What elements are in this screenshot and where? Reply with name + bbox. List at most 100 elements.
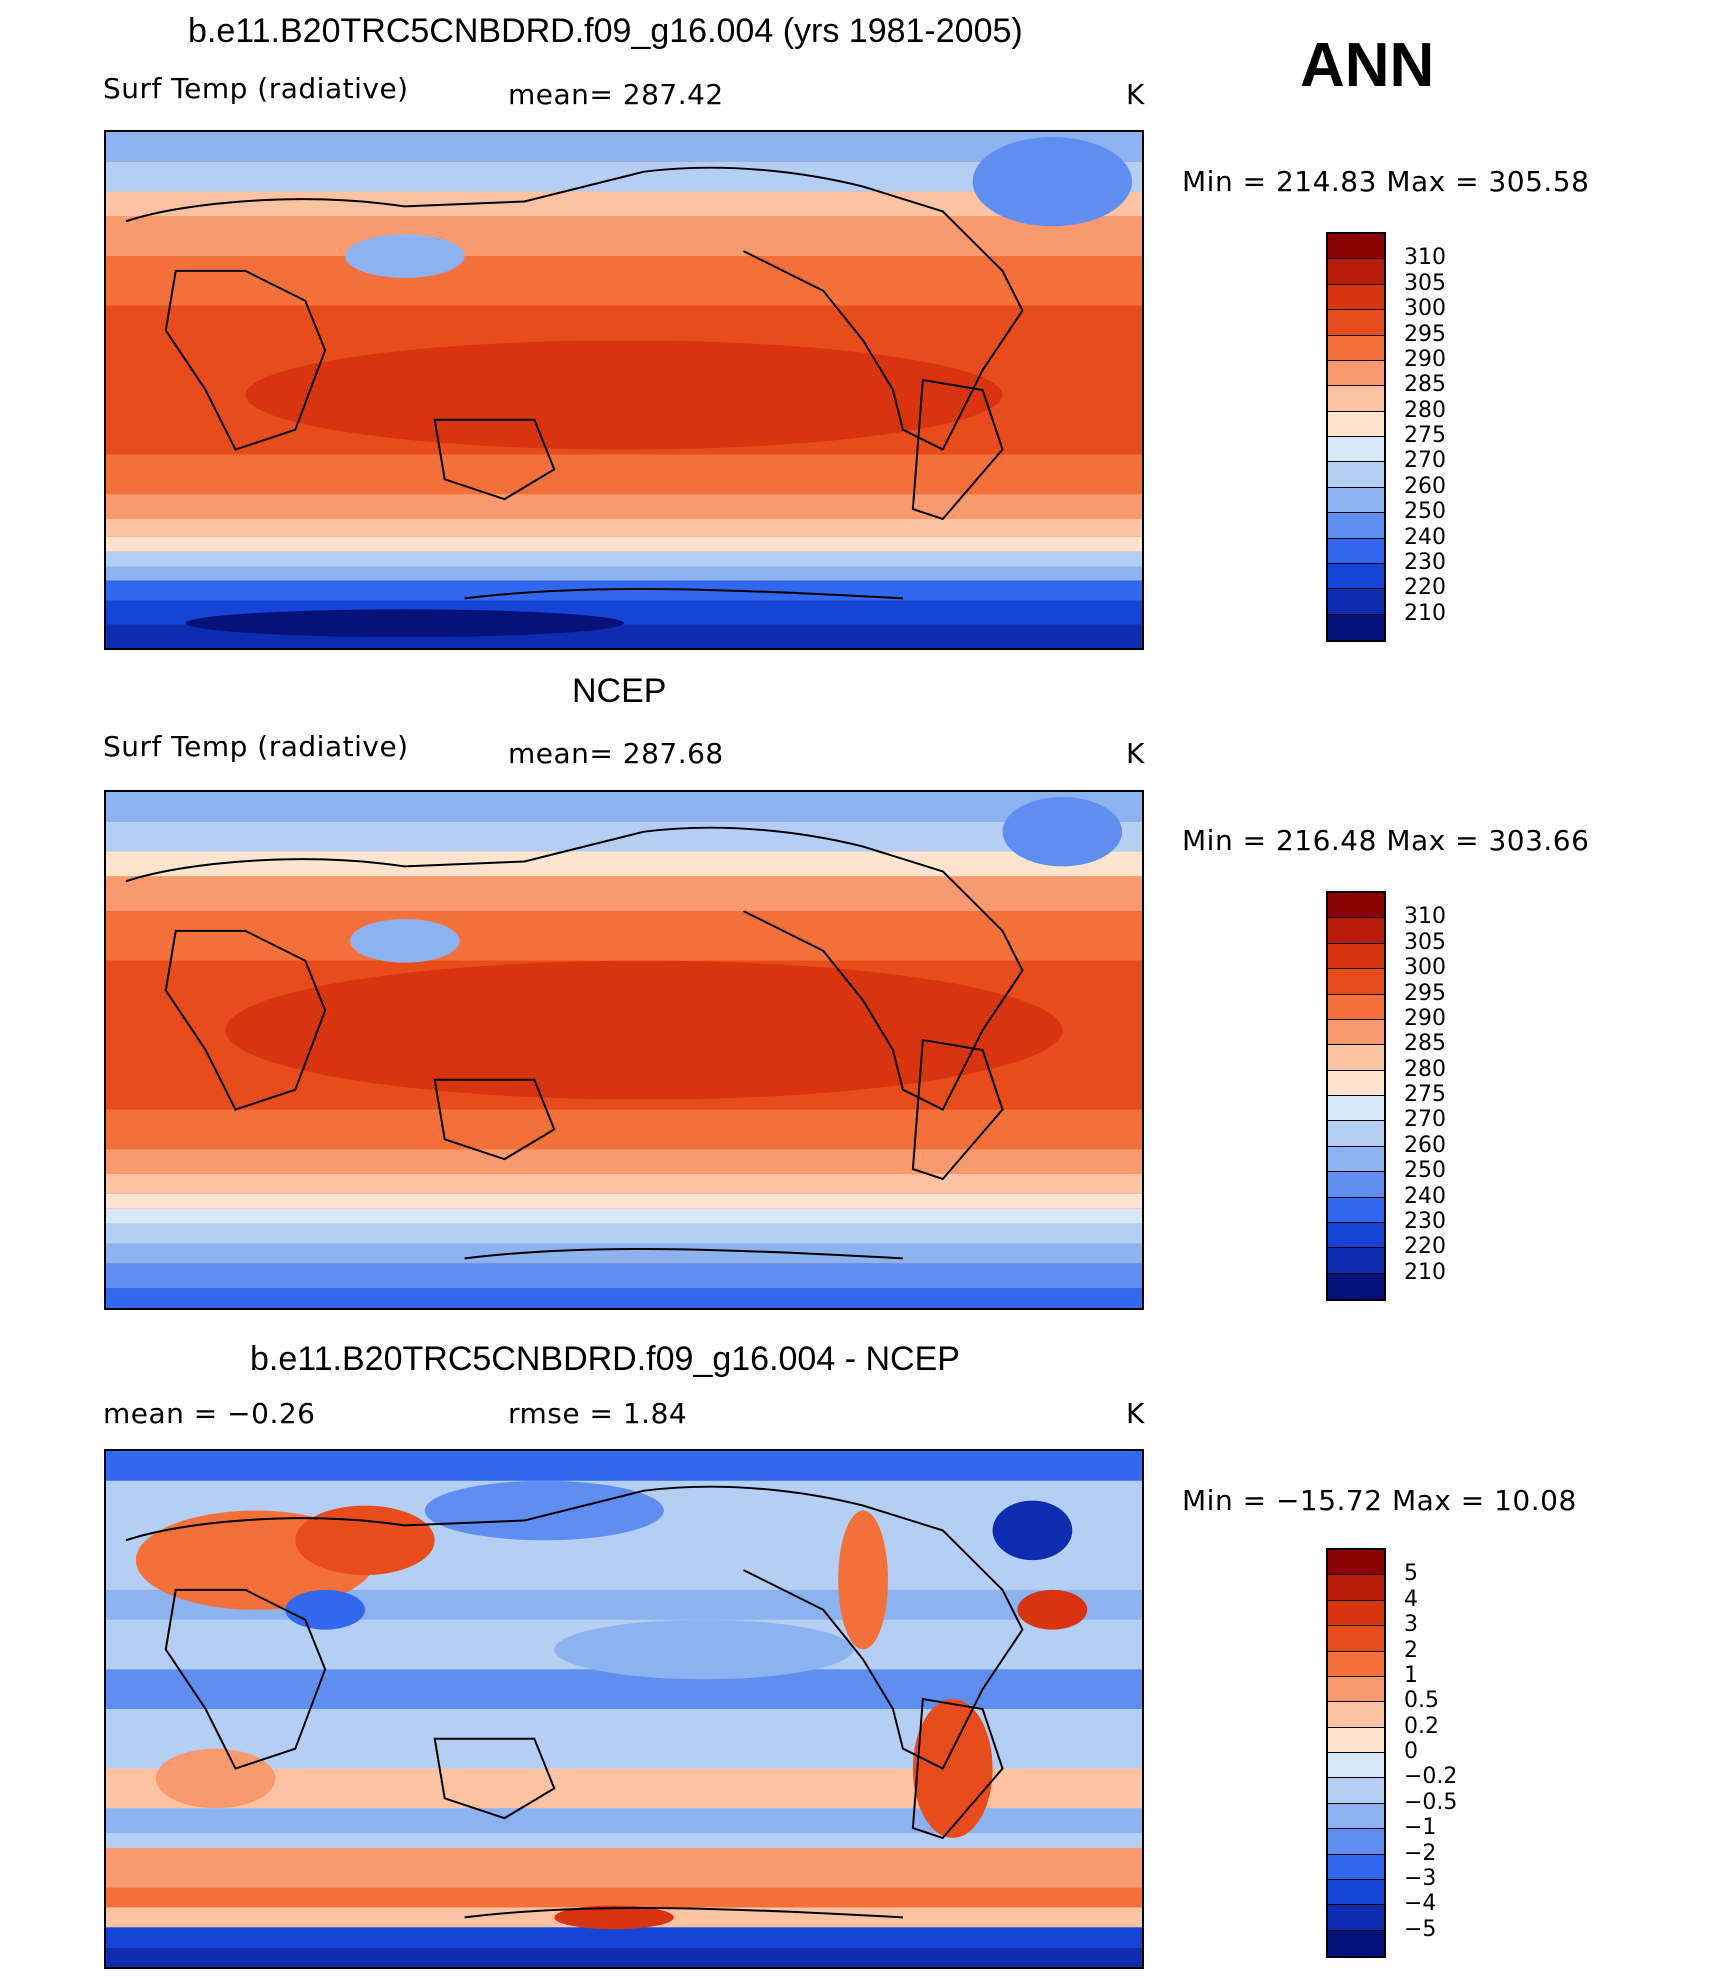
colorbar-swatch — [1328, 360, 1384, 387]
colorbar-swatch — [1328, 1803, 1384, 1830]
colorbar-tick-label: 1 — [1404, 1662, 1418, 1688]
colorbar-tick-label: −4 — [1404, 1891, 1437, 1917]
colorbar-tick-label: 230 — [1404, 1208, 1446, 1234]
colorbar-swatch — [1328, 538, 1384, 564]
colorbar-tick-label: 260 — [1404, 473, 1446, 499]
panel-1-map — [104, 130, 1144, 650]
colorbar-swatch — [1328, 1070, 1384, 1096]
colorbar-swatch — [1328, 969, 1384, 995]
colorbar-swatch — [1328, 1651, 1384, 1677]
colorbar-tick-label: 285 — [1404, 372, 1446, 398]
panel-1-variable-label: Surf Temp (radiative) — [103, 72, 409, 105]
colorbar-tick-label: −2 — [1404, 1840, 1437, 1866]
colorbar-swatch — [1328, 1045, 1384, 1071]
colorbar-swatch — [1328, 1273, 1384, 1299]
panel-2-title: NCEP — [572, 672, 667, 710]
panel-3-rmse-label: rmse = 1.84 — [508, 1397, 688, 1430]
colorbar-swatch — [1328, 1778, 1384, 1804]
colorbar-swatch — [1328, 1197, 1384, 1223]
colorbar-swatch — [1328, 1626, 1384, 1652]
colorbar-tick-label: 300 — [1404, 296, 1446, 322]
colorbar-tick-label: 270 — [1404, 448, 1446, 474]
colorbar-swatch — [1328, 284, 1384, 311]
panel-3-minmax: Min = −15.72 Max = 10.08 — [1182, 1484, 1577, 1517]
colorbar-swatch — [1328, 1121, 1384, 1147]
colorbar-tick-label: 230 — [1404, 549, 1446, 575]
colorbar-swatch — [1328, 411, 1384, 437]
colorbar-swatch — [1328, 513, 1384, 539]
colorbar-swatch — [1328, 335, 1384, 361]
colorbar-tick-label: 275 — [1404, 423, 1446, 448]
colorbar-tick-label: −1 — [1404, 1815, 1437, 1841]
colorbar-swatch — [1328, 310, 1384, 336]
panel-2-map — [104, 790, 1144, 1310]
colorbar-tick-label: 240 — [1404, 1183, 1446, 1209]
colorbar-swatch — [1328, 994, 1384, 1020]
colorbar-swatch — [1328, 893, 1384, 919]
colorbar-tick-label: 290 — [1404, 1005, 1446, 1031]
colorbar-swatch — [1328, 1829, 1384, 1855]
colorbar-tick-label: 0 — [1404, 1739, 1418, 1764]
panel-2-unit-label: K — [1126, 737, 1145, 770]
colorbar-swatch — [1328, 1727, 1384, 1753]
colorbar-swatch — [1328, 1600, 1384, 1627]
colorbar-tick-label: 305 — [1404, 270, 1446, 296]
colorbar-tick-label: 295 — [1404, 980, 1446, 1006]
panel-3-mean-label: mean = −0.26 — [103, 1397, 316, 1430]
colorbar-tick-label: 295 — [1404, 321, 1446, 347]
colorbar-tick-label: 250 — [1404, 1158, 1446, 1184]
colorbar-swatch — [1328, 487, 1384, 514]
panel-1-minmax: Min = 214.83 Max = 305.58 — [1182, 165, 1590, 198]
colorbar-tick-label: 210 — [1404, 600, 1446, 626]
colorbar-tick-label: −0.5 — [1404, 1789, 1458, 1815]
colorbar-tick-label: 290 — [1404, 346, 1446, 372]
panel-3-unit-label: K — [1126, 1397, 1145, 1430]
colorbar-tick-label: 0.5 — [1404, 1688, 1439, 1714]
colorbar-swatch — [1328, 259, 1384, 285]
colorbar-swatch — [1328, 1905, 1384, 1931]
colorbar-swatch — [1328, 1702, 1384, 1728]
panel-3-contour-field — [106, 1451, 1142, 1967]
colorbar-swatch — [1328, 1930, 1384, 1956]
colorbar-tick-label: 270 — [1404, 1107, 1446, 1133]
colorbar-tick-label: 250 — [1404, 499, 1446, 525]
colorbar-swatch — [1328, 589, 1384, 615]
colorbar-tick-label: 280 — [1404, 397, 1446, 423]
colorbar-swatch — [1328, 1676, 1384, 1703]
panel-2-contour-field — [106, 792, 1142, 1308]
panel-3-colorbar — [1326, 1548, 1386, 1958]
colorbar-swatch — [1328, 943, 1384, 970]
colorbar-tick-label: 3 — [1404, 1612, 1418, 1638]
colorbar-tick-label: 280 — [1404, 1056, 1446, 1082]
colorbar-tick-label: 305 — [1404, 929, 1446, 955]
colorbar-swatch — [1328, 1550, 1384, 1576]
colorbar-swatch — [1328, 462, 1384, 488]
colorbar-tick-label: 220 — [1404, 575, 1446, 601]
panel-3-map — [104, 1449, 1144, 1969]
colorbar-tick-label: −0.2 — [1404, 1764, 1458, 1790]
colorbar-swatch — [1328, 1222, 1384, 1249]
panel-2-colorbar — [1326, 891, 1386, 1301]
colorbar-tick-label: 285 — [1404, 1031, 1446, 1057]
colorbar-swatch — [1328, 1248, 1384, 1274]
colorbar-tick-label: 0.2 — [1404, 1713, 1439, 1739]
panel-1-unit-label: K — [1126, 78, 1145, 111]
colorbar-tick-label: 210 — [1404, 1259, 1446, 1285]
colorbar-swatch — [1328, 1019, 1384, 1046]
colorbar-tick-label: 240 — [1404, 524, 1446, 550]
colorbar-tick-label: 4 — [1404, 1586, 1418, 1612]
colorbar-swatch — [1328, 386, 1384, 412]
colorbar-swatch — [1328, 1854, 1384, 1880]
colorbar-swatch — [1328, 1879, 1384, 1906]
colorbar-tick-label: 275 — [1404, 1082, 1446, 1107]
panel-1-mean-label: mean= 287.42 — [508, 78, 724, 111]
panel-2-minmax: Min = 216.48 Max = 303.66 — [1182, 824, 1590, 857]
panel-3-title: b.e11.B20TRC5CNBDRD.f09_g16.004 - NCEP — [250, 1340, 960, 1378]
panel-1-contour-field — [106, 132, 1142, 648]
colorbar-tick-label: 310 — [1404, 904, 1446, 930]
season-label: ANN — [1300, 31, 1435, 100]
colorbar-swatch — [1328, 1575, 1384, 1601]
colorbar-swatch — [1328, 1172, 1384, 1198]
colorbar-tick-label: 2 — [1404, 1637, 1418, 1663]
colorbar-tick-label: 300 — [1404, 955, 1446, 981]
